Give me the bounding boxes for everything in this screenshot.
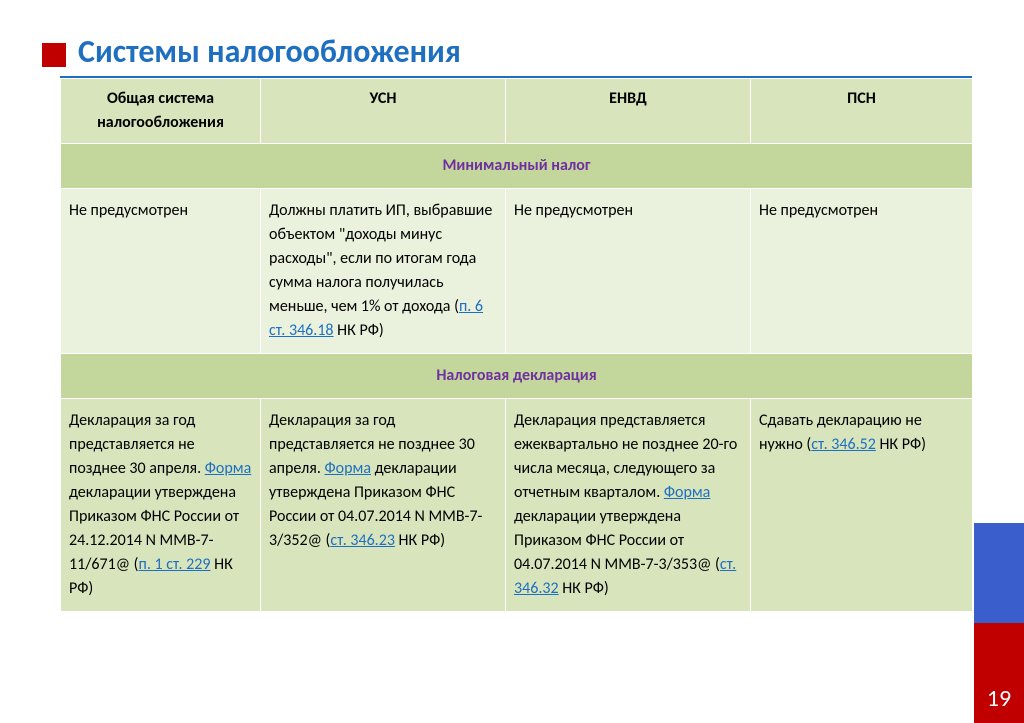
law-reference-link[interactable]: ст. 346.52 [811, 435, 876, 454]
cell-text: НК РФ) [334, 321, 384, 340]
cell-text: НК РФ) [559, 579, 609, 598]
column-header: Общая система налогообложения [61, 79, 261, 144]
cell-text: декларации утверждена Приказом ФНС Росси… [514, 507, 720, 574]
table-cell: Сдавать декларацию не нужно (ст. 346.52 … [751, 399, 973, 612]
title-block: Системы налогообложения [42, 32, 461, 71]
title-bullet-icon [42, 43, 66, 67]
table-cell: Декларация представляется ежеквартально … [506, 399, 751, 612]
flag-blue-stripe [974, 523, 1024, 623]
slide: Системы налогообложения Общая система на… [0, 0, 1024, 723]
section-heading: Минимальный налог [61, 144, 973, 189]
cell-text: Не предусмотрен [69, 201, 188, 220]
law-reference-link[interactable]: п. 1 ст. 229 [139, 555, 211, 574]
table-cell: Не предусмотрен [506, 189, 751, 354]
cell-text: Не предусмотрен [514, 201, 633, 220]
table-cell: Не предусмотрен [751, 189, 973, 354]
table-cell: Не предусмотрен [61, 189, 261, 354]
cell-text: Декларация за год представляется не позд… [69, 411, 205, 478]
table-cell: Декларация за год представляется не позд… [61, 399, 261, 612]
column-header: ЕНВД [506, 79, 751, 144]
law-reference-link[interactable]: Форма [205, 459, 251, 478]
cell-text: Не предусмотрен [759, 201, 878, 220]
slide-title: Системы налогообложения [78, 32, 461, 71]
column-header: УСН [261, 79, 506, 144]
cell-text: НК РФ) [876, 435, 926, 454]
law-reference-link[interactable]: ст. 346.23 [330, 531, 395, 550]
page-number: 19 [987, 684, 1011, 713]
table-cell: Должны платить ИП, выбравшие объектом "д… [261, 189, 506, 354]
section-heading: Налоговая декларация [61, 354, 973, 399]
flag-white-stripe [974, 423, 1024, 523]
table-cell: Декларация за год представляется не позд… [261, 399, 506, 612]
law-reference-link[interactable]: Форма [325, 459, 371, 478]
page-number-badge: 19 [974, 673, 1024, 723]
cell-text: НК РФ) [395, 531, 445, 550]
law-reference-link[interactable]: Форма [664, 483, 710, 502]
tax-systems-table: Общая система налогообложенияУСНЕНВДПСНМ… [60, 78, 973, 612]
column-header: ПСН [751, 79, 973, 144]
